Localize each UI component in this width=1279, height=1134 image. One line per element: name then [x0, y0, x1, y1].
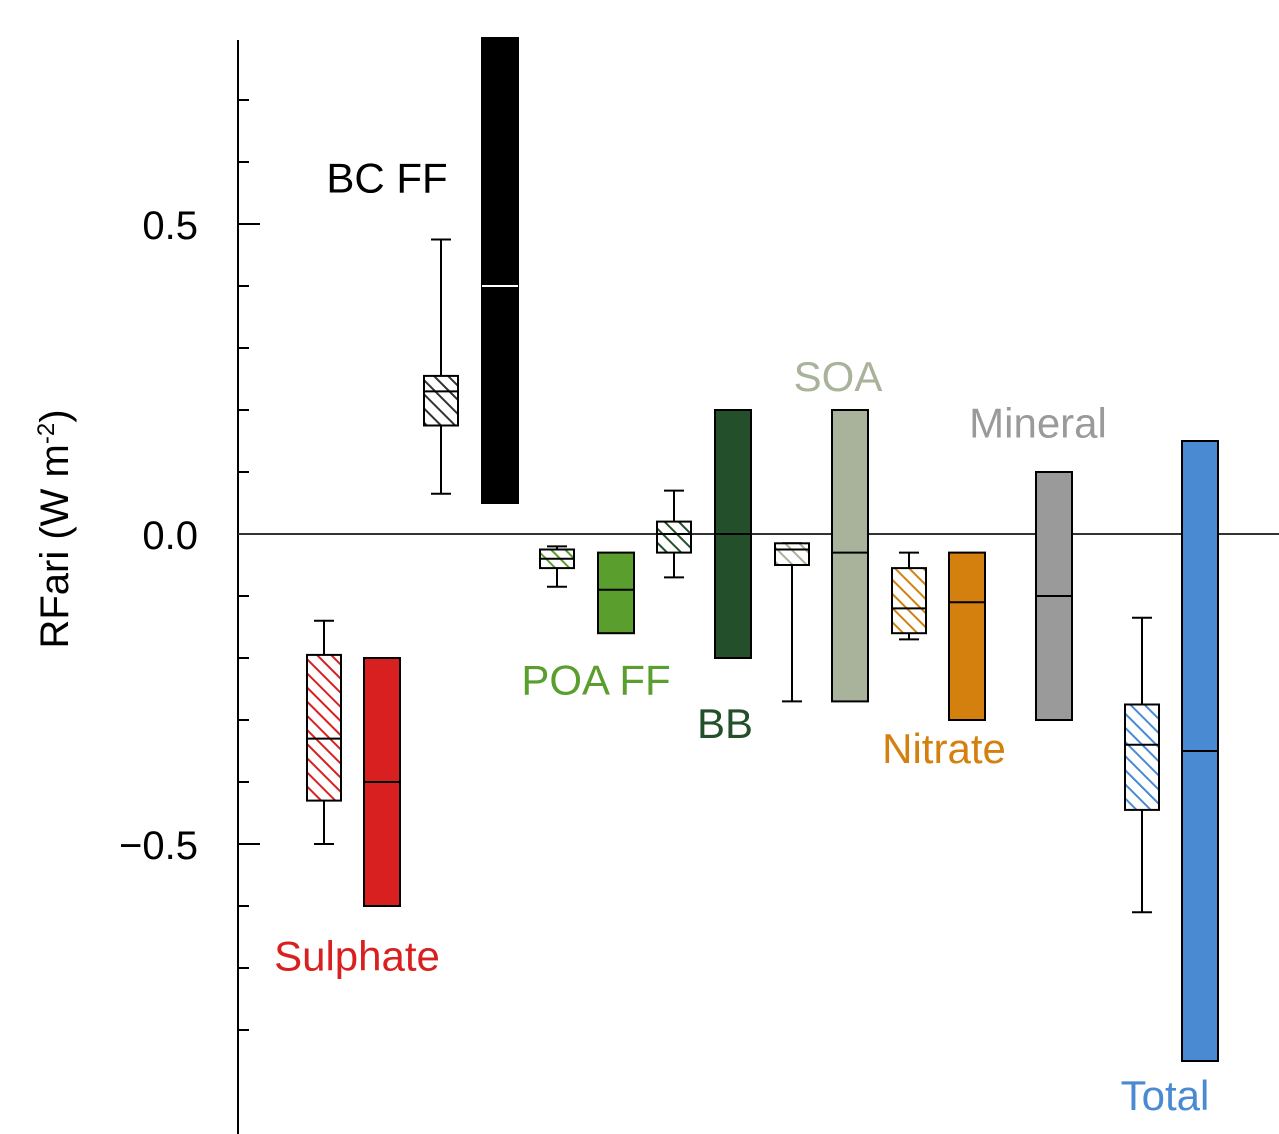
bc-ff-iqr-box	[423, 374, 459, 427]
total-model-boxplot	[1124, 616, 1160, 914]
soa-label: SOA	[794, 353, 883, 400]
nitrate-assessed-range	[948, 551, 986, 721]
sulphate-model-boxplot	[306, 619, 342, 845]
sulphate-assessed-range	[363, 657, 401, 907]
poa-ff-assessed-range	[597, 551, 635, 635]
bc-ff-assessed-bar	[481, 37, 519, 504]
poa-ff-label: POA FF	[521, 657, 670, 704]
y-axis: 0.5 0.0 −0.5	[119, 40, 260, 1134]
sulphate-label: Sulphate	[274, 933, 440, 980]
y-axis-label-text: RFari (W m	[33, 444, 77, 648]
bc-ff-label: BC FF	[326, 155, 447, 202]
y-tick-label: −0.5	[119, 824, 198, 868]
bb-iqr-box	[656, 520, 692, 554]
y-axis-label-superscript: -2	[33, 423, 60, 444]
mineral-assessed-range	[1035, 471, 1073, 721]
bb-label: BB	[697, 700, 753, 747]
y-axis-label: RFari (W m-2)	[33, 409, 77, 648]
nitrate-assessed-bar	[948, 551, 986, 721]
soa-assessed-bar	[831, 409, 869, 703]
bb-model-boxplot	[656, 489, 692, 579]
nitrate-model-boxplot	[891, 551, 927, 641]
nitrate-label: Nitrate	[882, 725, 1006, 772]
nitrate-iqr-box	[891, 567, 927, 635]
y-axis-label-close: )	[33, 409, 77, 422]
y-tick-label: 0.5	[142, 204, 198, 248]
total-assessed-range	[1181, 440, 1219, 1062]
chart-marks	[306, 37, 1219, 1062]
soa-assessed-range	[831, 409, 869, 703]
bb-assessed-range	[714, 409, 752, 659]
bc-ff-assessed-range	[481, 37, 519, 504]
bc-ff-model-boxplot	[423, 238, 459, 495]
soa-model-boxplot	[774, 542, 810, 703]
series-labels: Sulphate BC FF POA FF BB SOA Nitrate Mineral To…	[274, 155, 1209, 1120]
poa-ff-model-boxplot	[539, 545, 575, 588]
soa-iqr-box	[774, 542, 810, 566]
sulphate-iqr-box	[306, 653, 342, 802]
total-iqr-box	[1124, 703, 1160, 811]
total-label: Total	[1121, 1072, 1210, 1119]
mineral-label: Mineral	[969, 399, 1107, 446]
poa-ff-assessed-bar	[597, 551, 635, 635]
y-tick-label: 0.0	[142, 514, 198, 558]
